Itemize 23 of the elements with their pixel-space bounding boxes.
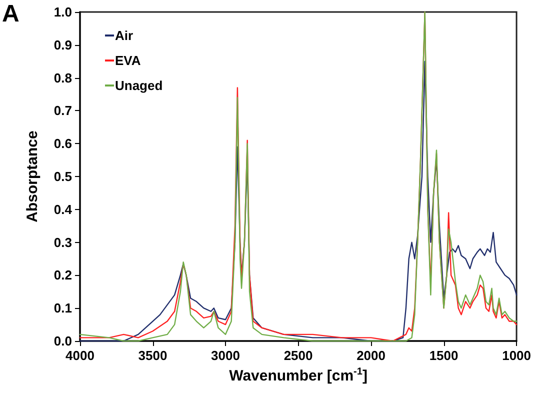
y-tick-label: 0.3: [54, 234, 72, 250]
x-tick-label: 2000: [356, 348, 386, 363]
y-axis-title: Absorptance: [24, 130, 41, 222]
x-tick-label: 2500: [284, 348, 313, 363]
legend-label: Unaged: [115, 78, 163, 93]
y-tick-label: 0.6: [54, 136, 72, 152]
y-tick-label: 0.1: [54, 300, 72, 316]
y-tick-label: 0.5: [54, 169, 72, 184]
y-tick-label: 1.0: [54, 4, 72, 20]
y-tick-label: 0.9: [54, 37, 72, 52]
y-tick-label: 0.0: [54, 334, 72, 348]
y-tick-label: 0.4: [54, 202, 73, 217]
text: A: [2, 0, 20, 28]
x-tick-label: 4000: [66, 348, 94, 363]
y-tick-label: 0.8: [54, 70, 72, 86]
x-tick-label: 1500: [429, 348, 458, 363]
y-tick-label: 0.7: [54, 103, 72, 118]
legend-label: EVA: [115, 53, 142, 68]
legend-label: Air: [115, 28, 134, 43]
y-tick-label: 0.2: [54, 268, 72, 283]
x-tick-label: 3000: [211, 348, 240, 363]
x-tick-label: 1000: [502, 348, 531, 363]
x-tick-label: 3500: [138, 348, 168, 363]
